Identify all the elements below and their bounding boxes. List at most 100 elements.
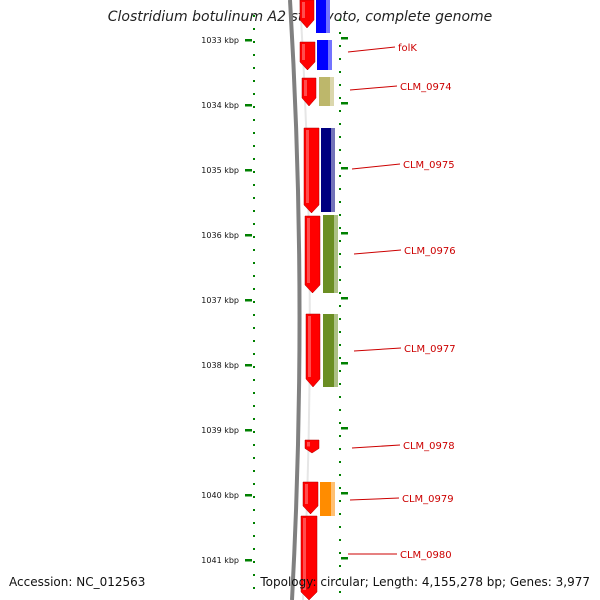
gene-label-leader — [351, 444, 401, 449]
ruler-tick-label: 1036 kbp — [201, 231, 239, 240]
track-minor-tick — [339, 71, 341, 73]
cog-block-highlight — [334, 314, 338, 387]
gene-label-leader — [349, 85, 398, 91]
ruler-minor-tick — [253, 379, 255, 381]
ruler-major-tick — [245, 104, 252, 107]
ruler-tick-label: 1035 kbp — [201, 166, 239, 175]
gene-label-leader — [351, 163, 401, 170]
cog-block — [321, 128, 335, 212]
track-major-tick — [341, 557, 348, 560]
ruler-tick-label: 1034 kbp — [201, 101, 239, 110]
cog-block — [317, 40, 332, 70]
gene-arrow-highlight — [304, 80, 307, 96]
track-major-tick — [341, 362, 348, 365]
ruler-minor-tick — [253, 431, 255, 433]
gene-arrow-highlight — [307, 218, 310, 283]
ruler-layer: 1033 kbp 1034 kbp 1035 kbp 1036 kbp 1037 kbp… — [201, 15, 348, 593]
cog-block-highlight — [331, 128, 335, 212]
track-minor-tick — [339, 227, 341, 229]
track-major-tick — [341, 232, 348, 235]
track-minor-tick — [339, 19, 341, 21]
ruler-minor-tick — [253, 327, 255, 329]
ruler-minor-tick — [253, 171, 255, 173]
track-minor-tick — [339, 513, 341, 515]
ruler-minor-tick — [253, 197, 255, 199]
gene-label: CLM_0978 — [403, 441, 455, 452]
ruler-major-tick — [245, 494, 252, 497]
cog-layer — [316, 0, 338, 516]
track-minor-tick — [339, 84, 341, 86]
cog-block-highlight — [334, 215, 338, 293]
track-minor-tick — [339, 331, 341, 333]
gene-label: CLM_0975 — [403, 160, 455, 171]
track-minor-tick — [339, 188, 341, 190]
ruler-minor-tick — [253, 548, 255, 550]
ruler-minor-tick — [253, 535, 255, 537]
track-minor-tick — [339, 266, 341, 268]
track-major-tick — [341, 427, 348, 430]
ruler-minor-tick — [253, 522, 255, 524]
ruler-minor-tick — [253, 444, 255, 446]
track-minor-tick — [339, 474, 341, 476]
track-minor-tick — [339, 448, 341, 450]
gene-label: CLM_0980 — [400, 550, 452, 561]
track-minor-tick — [339, 45, 341, 47]
track-minor-tick — [339, 214, 341, 216]
ruler-tick-label: 1038 kbp — [201, 361, 239, 370]
ruler-tick-label: 1037 kbp — [201, 296, 239, 305]
ruler-minor-tick — [253, 54, 255, 56]
ruler-minor-tick — [253, 184, 255, 186]
ruler-minor-tick — [253, 119, 255, 121]
labels-layer: folK CLM_0974 CLM_0975 CLM_0976 CLM_0977 CLM_… — [347, 43, 456, 561]
ruler-minor-tick — [253, 275, 255, 277]
track-minor-tick — [339, 526, 341, 528]
genes-layer — [299, 0, 321, 600]
ruler-minor-tick — [253, 509, 255, 511]
track-minor-tick — [339, 578, 341, 580]
gene-arrow-highlight — [307, 442, 310, 447]
track-major-tick — [341, 297, 348, 300]
gene-arrow-highlight — [302, 44, 305, 60]
track-minor-tick — [339, 123, 341, 125]
cog-block — [323, 215, 338, 293]
ruler-major-tick — [245, 234, 252, 237]
cog-block — [316, 0, 330, 33]
track-minor-tick — [339, 253, 341, 255]
gene-label-leader — [353, 249, 402, 255]
topology-summary: Topology: circular; Length: 4,155,278 bp… — [260, 575, 590, 589]
gene-arrow — [304, 439, 320, 454]
track-minor-tick — [339, 357, 341, 359]
ruler-minor-tick — [253, 145, 255, 147]
track-minor-tick — [339, 136, 341, 138]
ruler-minor-tick — [253, 353, 255, 355]
track-major-tick — [341, 167, 348, 170]
track-minor-tick — [339, 565, 341, 567]
cog-block — [323, 314, 338, 387]
track-minor-tick — [339, 396, 341, 398]
ruler-tick-label: 1040 kbp — [201, 491, 239, 500]
ruler-major-tick — [245, 364, 252, 367]
track-minor-tick — [339, 292, 341, 294]
track-major-tick — [341, 102, 348, 105]
track-major-tick — [341, 37, 348, 40]
ruler-major-tick — [245, 39, 252, 42]
gene-label: CLM_0976 — [404, 246, 456, 257]
ruler-minor-tick — [253, 561, 255, 563]
track-minor-tick — [339, 97, 341, 99]
track-minor-tick — [339, 552, 341, 554]
gene-label: CLM_0974 — [400, 82, 452, 93]
gene-arrow-highlight — [308, 316, 311, 377]
track-minor-tick — [339, 539, 341, 541]
ruler-minor-tick — [253, 483, 255, 485]
ruler-major-tick — [245, 559, 252, 562]
ruler-minor-tick — [253, 366, 255, 368]
track-minor-tick — [339, 149, 341, 151]
track-minor-tick — [339, 110, 341, 112]
ruler-minor-tick — [253, 288, 255, 290]
ruler-tick-label: 1039 kbp — [201, 426, 239, 435]
track-minor-tick — [339, 461, 341, 463]
ruler-minor-tick — [253, 262, 255, 264]
track-minor-tick — [339, 344, 341, 346]
ruler-minor-tick — [253, 457, 255, 459]
